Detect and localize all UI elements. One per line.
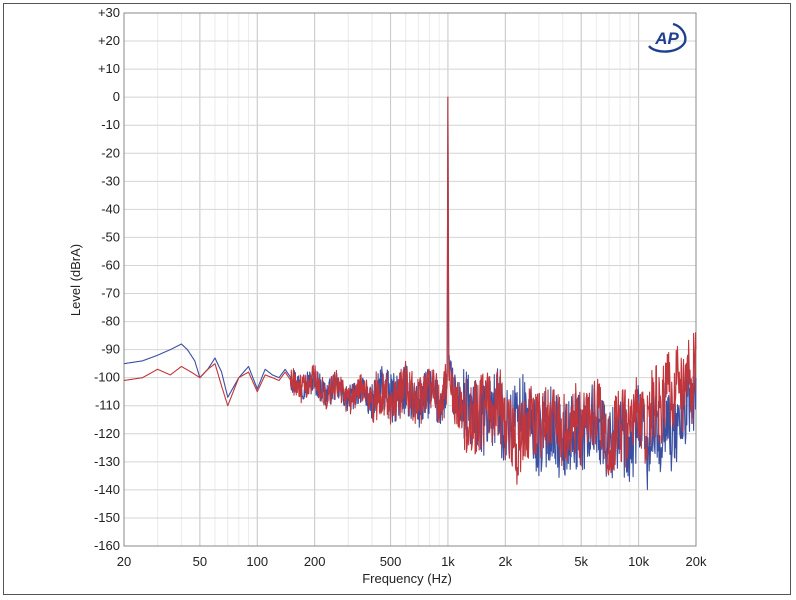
y-tick-label: -20 xyxy=(101,145,120,160)
y-tick-label: -110 xyxy=(95,398,120,413)
x-tick-label: 2k xyxy=(498,554,512,569)
x-tick-labels: 20 50 100 200 500 1k 2k 5k 10k 20k xyxy=(117,554,707,569)
y-tick-label: -100 xyxy=(94,370,120,385)
spectrum-chart: +30 +20 +10 0 -10 -20 -30 -40 -50 -60 -70 -80 -90 -10… xyxy=(68,5,707,586)
series-layer xyxy=(123,96,697,491)
y-tick-label: -40 xyxy=(101,201,120,216)
y-tick-label: -10 xyxy=(101,117,120,132)
x-axis-title: Frequency (Hz) xyxy=(362,571,452,586)
ap-logo: AP xyxy=(648,22,687,53)
y-tick-label: -120 xyxy=(94,426,120,441)
y-tick-label: +10 xyxy=(98,61,120,76)
y-tick-label: -60 xyxy=(101,257,120,272)
x-tick-label: 5k xyxy=(574,554,588,569)
y-tick-label: +20 xyxy=(98,33,120,48)
x-tick-label: 200 xyxy=(304,554,326,569)
y-tick-label: -50 xyxy=(101,229,120,244)
y-tick-label: +30 xyxy=(98,5,120,20)
x-tick-label: 50 xyxy=(193,554,207,569)
y-tick-label: -150 xyxy=(94,510,120,525)
y-tick-label: -130 xyxy=(94,454,120,469)
x-tick-label: 10k xyxy=(628,554,649,569)
x-tick-label: 1k xyxy=(441,554,455,569)
y-axis-title: Level (dBrA) xyxy=(68,244,83,316)
y-tick-label: 0 xyxy=(113,89,120,104)
ap-logo-swoosh-icon xyxy=(648,22,687,53)
y-tick-label: -70 xyxy=(101,286,120,301)
y-tick-label: -90 xyxy=(101,342,120,357)
x-tick-label: 20k xyxy=(686,554,707,569)
x-tick-label: 20 xyxy=(117,554,131,569)
series-line-2 xyxy=(123,96,697,485)
y-tick-label: -80 xyxy=(101,314,120,329)
y-tick-label: -30 xyxy=(101,173,120,188)
y-tick-label: -140 xyxy=(94,482,120,497)
x-tick-label: 500 xyxy=(380,554,402,569)
y-tick-labels: +30 +20 +10 0 -10 -20 -30 -40 -50 -60 -70 -80 -90 -10… xyxy=(94,5,120,553)
chart-frame: +30 +20 +10 0 -10 -20 -30 -40 -50 -60 -70 -80 -90 -10… xyxy=(3,3,791,595)
ap-logo-text: AP xyxy=(654,29,679,48)
y-tick-label: -160 xyxy=(94,538,120,553)
plot-border xyxy=(123,12,697,547)
x-tick-label: 100 xyxy=(246,554,268,569)
